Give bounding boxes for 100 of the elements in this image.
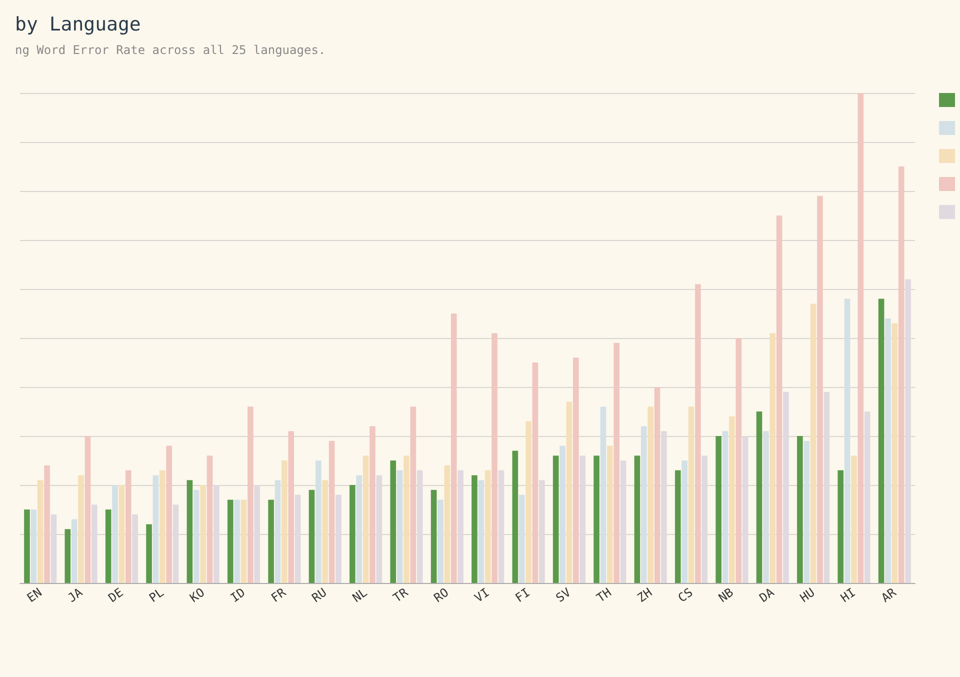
bar bbox=[118, 485, 125, 583]
bar bbox=[24, 510, 30, 583]
bar bbox=[620, 460, 626, 583]
bar bbox=[716, 436, 722, 583]
bar bbox=[125, 470, 132, 583]
bar bbox=[370, 426, 376, 583]
x-tick-label: HU bbox=[797, 585, 818, 606]
bar bbox=[78, 475, 84, 583]
bar bbox=[858, 93, 864, 583]
bar bbox=[227, 500, 234, 583]
bar bbox=[37, 480, 44, 583]
bar bbox=[166, 446, 172, 583]
bar bbox=[282, 460, 288, 583]
bar bbox=[71, 519, 78, 583]
chart-subtitle: ng Word Error Rate across all 25 languages. bbox=[15, 43, 326, 57]
bar bbox=[648, 406, 654, 583]
x-tick-label: ID bbox=[228, 585, 248, 606]
bar bbox=[274, 480, 281, 583]
bar bbox=[756, 412, 762, 583]
bar bbox=[804, 440, 810, 583]
bar bbox=[538, 480, 545, 583]
bar bbox=[526, 421, 532, 583]
bar bbox=[512, 450, 518, 583]
bar bbox=[132, 514, 138, 583]
x-tick-label: JA bbox=[65, 584, 86, 606]
bar bbox=[186, 480, 193, 583]
bar bbox=[294, 494, 301, 583]
bar bbox=[682, 460, 688, 583]
bar bbox=[770, 333, 776, 583]
chart-title: by Language bbox=[15, 14, 141, 36]
bar bbox=[478, 480, 484, 583]
bar bbox=[729, 416, 735, 583]
bar bbox=[152, 475, 159, 583]
bar bbox=[268, 500, 274, 583]
bar bbox=[688, 406, 694, 583]
bar bbox=[606, 446, 613, 583]
x-tick-label: TH bbox=[594, 585, 614, 606]
bar bbox=[838, 470, 844, 583]
bar bbox=[438, 500, 444, 583]
bar bbox=[50, 514, 57, 583]
bar bbox=[566, 402, 572, 583]
bar bbox=[851, 456, 857, 583]
bar bbox=[776, 216, 782, 583]
bar bbox=[430, 490, 437, 583]
x-tick-label: NB bbox=[716, 585, 736, 606]
bar bbox=[498, 470, 504, 583]
bar bbox=[702, 456, 708, 583]
x-tick-label: KO bbox=[187, 585, 208, 606]
bar bbox=[200, 485, 206, 583]
bar bbox=[416, 470, 423, 583]
bar bbox=[30, 510, 37, 583]
bar bbox=[661, 431, 667, 583]
bar bbox=[742, 436, 748, 583]
bar bbox=[214, 485, 220, 583]
bar bbox=[654, 387, 660, 583]
bar bbox=[91, 504, 98, 583]
bar bbox=[362, 456, 369, 583]
bar bbox=[844, 298, 850, 583]
x-tick-label: PL bbox=[146, 585, 166, 606]
bar bbox=[350, 485, 356, 583]
bar bbox=[492, 333, 498, 583]
bar bbox=[824, 392, 830, 583]
bar bbox=[898, 166, 904, 583]
bar bbox=[640, 426, 647, 583]
x-tick-label: NL bbox=[350, 585, 370, 606]
bar bbox=[316, 460, 322, 583]
bar bbox=[404, 456, 410, 583]
bar bbox=[376, 475, 382, 583]
x-tick-label: SV bbox=[553, 585, 574, 606]
bar bbox=[356, 475, 362, 583]
bar bbox=[484, 470, 491, 583]
bar bbox=[248, 406, 254, 583]
x-tick-label: RU bbox=[309, 585, 330, 606]
bar bbox=[105, 510, 112, 583]
bar bbox=[572, 358, 579, 583]
bar bbox=[892, 323, 898, 583]
bar bbox=[614, 342, 620, 583]
x-tick-label: FI bbox=[512, 585, 533, 606]
bar bbox=[885, 318, 891, 583]
bar bbox=[288, 431, 294, 583]
bar bbox=[206, 456, 213, 583]
bar bbox=[864, 412, 870, 583]
x-tick-label: VI bbox=[472, 585, 492, 606]
x-tick-label: EN bbox=[24, 585, 44, 606]
bar bbox=[532, 362, 538, 583]
bar bbox=[396, 470, 403, 583]
bar bbox=[308, 490, 315, 583]
bar bbox=[322, 480, 328, 583]
bar bbox=[600, 406, 606, 583]
bar bbox=[695, 284, 701, 583]
x-tick-label: ZH bbox=[634, 585, 655, 606]
bar bbox=[172, 504, 179, 583]
bar bbox=[722, 431, 728, 583]
bar bbox=[783, 392, 789, 583]
bar bbox=[410, 406, 416, 583]
bar bbox=[878, 298, 884, 583]
bar bbox=[254, 485, 260, 583]
x-tick-label: TR bbox=[390, 584, 412, 606]
bar bbox=[763, 431, 769, 583]
bar bbox=[328, 440, 335, 583]
